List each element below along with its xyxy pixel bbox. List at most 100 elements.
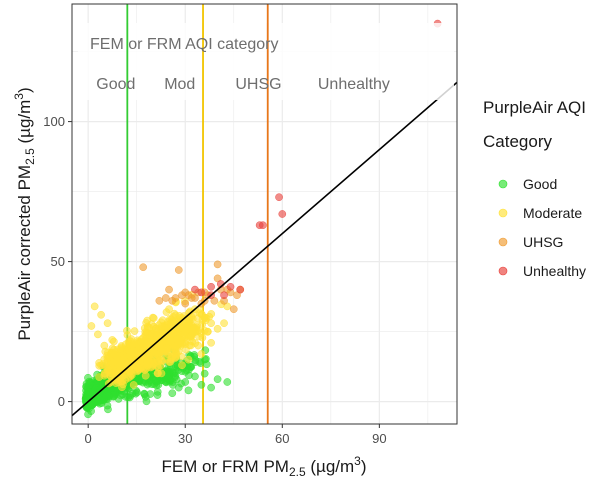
data-point bbox=[184, 386, 193, 395]
data-point bbox=[164, 350, 172, 359]
data-point bbox=[184, 355, 193, 364]
annotation-labels: Good Mod UHSG Unhealthy bbox=[96, 76, 390, 93]
data-point bbox=[275, 193, 283, 202]
data-point bbox=[171, 294, 180, 302]
data-point bbox=[168, 389, 177, 398]
legend-label-moderate: Moderate bbox=[523, 205, 582, 221]
data-point bbox=[187, 294, 196, 302]
data-point bbox=[125, 393, 134, 402]
data-point bbox=[178, 361, 186, 370]
data-point bbox=[87, 322, 96, 330]
legend-key-good bbox=[498, 179, 508, 189]
data-point bbox=[201, 355, 209, 364]
x-tick-label: 30 bbox=[178, 431, 192, 446]
y-tick-label: 100 bbox=[43, 114, 65, 129]
data-point bbox=[175, 311, 184, 320]
data-point bbox=[160, 321, 169, 330]
data-point bbox=[200, 369, 209, 378]
data-point bbox=[95, 361, 104, 370]
data-point bbox=[140, 389, 149, 398]
legend-title-line1: PurpleAir AQI bbox=[483, 98, 586, 117]
data-point bbox=[84, 388, 93, 396]
data-point bbox=[149, 313, 157, 322]
data-point bbox=[103, 358, 112, 367]
data-point bbox=[166, 331, 175, 339]
data-point bbox=[104, 405, 112, 414]
annotation-label: Good bbox=[96, 76, 135, 93]
series-moderate bbox=[87, 290, 232, 392]
data-point bbox=[126, 372, 135, 381]
data-point bbox=[213, 375, 222, 384]
data-point bbox=[113, 359, 122, 368]
data-point bbox=[154, 357, 163, 366]
data-point bbox=[90, 302, 99, 311]
threshold-lines-over-annotation bbox=[126, 23, 269, 100]
data-point bbox=[145, 331, 154, 340]
panel-border bbox=[71, 3, 458, 425]
data-point bbox=[191, 285, 199, 294]
x-axis-ticks: 0 30 60 90 bbox=[85, 424, 387, 446]
data-point bbox=[226, 282, 235, 291]
annotation-label: UHSG bbox=[235, 76, 281, 93]
data-point bbox=[207, 319, 215, 328]
annotation-label: Mod bbox=[164, 76, 195, 93]
data-point bbox=[130, 327, 139, 335]
data-point bbox=[132, 339, 141, 348]
data-point bbox=[129, 381, 138, 389]
x-tick-label: 90 bbox=[372, 431, 386, 446]
y-axis-ticks: 0 50 100 bbox=[43, 114, 72, 409]
x-axis-title-subscript: 2.5 bbox=[289, 465, 306, 479]
series-uhsg bbox=[139, 260, 245, 314]
data-point bbox=[100, 369, 109, 378]
y-tick-label: 50 bbox=[51, 254, 65, 269]
data-point bbox=[207, 383, 215, 392]
data-point bbox=[153, 387, 162, 396]
legend-key-unhealthy bbox=[498, 266, 508, 276]
data-point bbox=[139, 263, 148, 272]
x-tick-label: 60 bbox=[275, 431, 289, 446]
y-axis-title-unit: (µg/m bbox=[15, 100, 34, 149]
data-point bbox=[223, 378, 232, 386]
data-point bbox=[236, 285, 245, 294]
data-point bbox=[278, 210, 287, 218]
data-point bbox=[174, 266, 183, 274]
data-point bbox=[204, 327, 212, 336]
data-point bbox=[151, 376, 160, 385]
legend-key-uhsg bbox=[498, 237, 508, 247]
data-point bbox=[220, 291, 228, 300]
y-axis-title-main: PurpleAir corrected PM bbox=[15, 165, 34, 341]
y-axis-title-superscript: 3 bbox=[12, 93, 26, 100]
data-point bbox=[123, 326, 131, 335]
data-point bbox=[197, 350, 206, 358]
legend-items: Good Moderate UHSG Unhealthy bbox=[498, 176, 586, 279]
y-tick-label: 0 bbox=[58, 394, 65, 409]
data-point bbox=[161, 294, 170, 302]
data-point bbox=[155, 296, 164, 305]
annotation-title: FEM or FRM AQI category bbox=[90, 36, 278, 53]
data-point bbox=[197, 380, 206, 389]
data-point bbox=[109, 337, 118, 346]
data-point bbox=[168, 317, 177, 325]
data-point bbox=[207, 282, 215, 291]
x-tick-label: 0 bbox=[85, 431, 92, 446]
data-point bbox=[106, 350, 115, 358]
annotation-label: Unhealthy bbox=[318, 76, 390, 93]
data-point bbox=[197, 288, 206, 297]
data-point bbox=[182, 326, 190, 335]
x-axis-title: FEM or FRM PM2.5 (µg/m3) bbox=[161, 454, 366, 479]
data-point bbox=[94, 330, 102, 339]
data-point bbox=[97, 310, 105, 319]
data-point bbox=[171, 371, 180, 380]
data-point bbox=[100, 395, 108, 404]
legend-key-moderate bbox=[498, 208, 508, 218]
data-point bbox=[109, 392, 118, 401]
data-point bbox=[187, 341, 195, 350]
data-point bbox=[207, 338, 215, 347]
data-point bbox=[165, 305, 173, 314]
data-point bbox=[157, 369, 166, 378]
fit-line bbox=[71, 81, 458, 417]
y-axis-title: PurpleAir corrected PM2.5 (µg/m3) bbox=[12, 87, 37, 340]
annotation-box bbox=[78, 23, 454, 100]
legend-label-uhsg: UHSG bbox=[523, 234, 563, 250]
